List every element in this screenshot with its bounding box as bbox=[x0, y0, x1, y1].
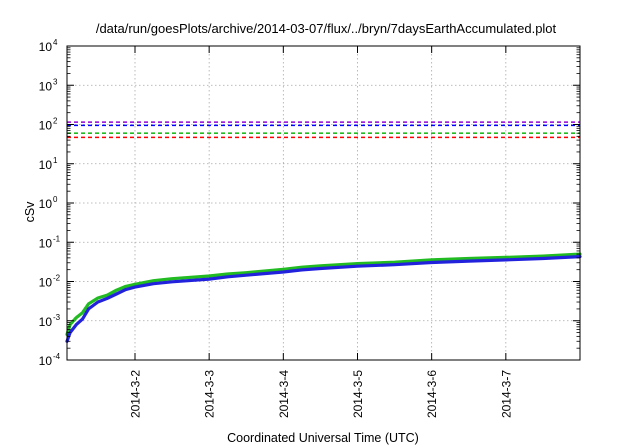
y-tick-exponent: -2 bbox=[53, 274, 61, 283]
y-tick-label: 10 -1 bbox=[39, 234, 61, 250]
chart-title: /data/run/goesPlots/archive/2014-03-07/f… bbox=[96, 21, 557, 36]
y-tick-base: 10 bbox=[39, 197, 53, 211]
y-tick-exponent: 0 bbox=[53, 195, 58, 204]
x-tick-label: 2014-3-3 bbox=[203, 370, 217, 418]
y-tick-base: 10 bbox=[39, 236, 53, 250]
y-tick-label: 10 2 bbox=[39, 117, 58, 133]
y-tick-label: 10 -4 bbox=[39, 352, 61, 368]
y-tick-base: 10 bbox=[39, 315, 53, 329]
y-tick-base: 10 bbox=[39, 79, 53, 93]
y-tick-label: 10 4 bbox=[39, 38, 58, 54]
y-tick-exponent: -3 bbox=[53, 313, 61, 322]
y-tick-base: 10 bbox=[39, 119, 53, 133]
series-line-2 bbox=[65, 255, 582, 343]
y-tick-exponent: 1 bbox=[53, 156, 58, 165]
x-tick-label: 2014-3-6 bbox=[425, 370, 439, 418]
y-tick-base: 10 bbox=[39, 158, 53, 172]
x-tick-label: 2014-3-5 bbox=[351, 370, 365, 418]
y-axis-label: cSv bbox=[23, 201, 37, 223]
y-tick-exponent: 3 bbox=[53, 77, 58, 86]
y-tick-exponent: 2 bbox=[53, 117, 58, 126]
grid-layer bbox=[67, 46, 580, 360]
series-line-1 bbox=[65, 252, 582, 336]
y-tick-exponent: -4 bbox=[53, 352, 61, 361]
y-tick-base: 10 bbox=[39, 276, 53, 290]
y-tick-exponent: 4 bbox=[53, 38, 58, 47]
y-tick-label: 10 -2 bbox=[39, 274, 61, 290]
tick-layer bbox=[67, 45, 580, 361]
y-tick-label: 10 3 bbox=[39, 77, 58, 93]
y-tick-exponent: -1 bbox=[53, 234, 61, 243]
y-tick-base: 10 bbox=[39, 40, 53, 54]
x-tick-labels: 2014-3-2 2014-3-3 2014-3-4 2014-3-5 2014-3-6… bbox=[128, 370, 513, 418]
y-tick-base: 10 bbox=[39, 354, 53, 368]
x-axis-label: Coordinated Universal Time (UTC) bbox=[227, 431, 419, 445]
x-tick-label: 2014-3-4 bbox=[277, 370, 291, 418]
y-tick-label: 10 -3 bbox=[39, 313, 61, 329]
series-layer bbox=[65, 252, 582, 343]
threshold-layer bbox=[67, 121, 580, 139]
y-tick-label: 10 0 bbox=[39, 195, 58, 211]
x-tick-label: 2014-3-7 bbox=[499, 370, 513, 418]
y-tick-label: 10 1 bbox=[39, 156, 58, 172]
x-tick-label: 2014-3-2 bbox=[128, 370, 142, 418]
